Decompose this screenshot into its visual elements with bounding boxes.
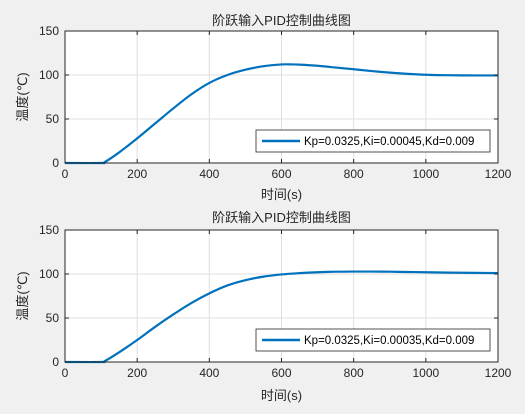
x-axis-label: 时间(s) bbox=[261, 388, 302, 403]
legend: Kp=0.0325,Ki=0.00035,Kd=0.009 bbox=[255, 328, 491, 352]
y-axis-label: 温度(℃) bbox=[15, 72, 30, 121]
x-tick-label: 600 bbox=[271, 167, 291, 181]
y-tick-label: 150 bbox=[39, 223, 59, 237]
y-tick-label: 100 bbox=[39, 267, 59, 281]
x-tick-label: 1000 bbox=[412, 366, 439, 380]
x-tick-label: 200 bbox=[127, 366, 147, 380]
y-tick-label: 0 bbox=[52, 355, 59, 369]
x-tick-label: 200 bbox=[127, 167, 147, 181]
y-axis-label: 温度(℃) bbox=[15, 271, 30, 320]
x-axis-label: 时间(s) bbox=[261, 187, 302, 202]
x-tick-label: 1200 bbox=[485, 366, 512, 380]
chart-title: 阶跃输入PID控制曲线图 bbox=[212, 210, 351, 225]
y-tick-label: 100 bbox=[39, 68, 59, 82]
legend: Kp=0.0325,Ki=0.00045,Kd=0.009 bbox=[255, 129, 491, 153]
y-tick-label: 150 bbox=[39, 24, 59, 38]
x-tick-label: 600 bbox=[271, 366, 291, 380]
series-line bbox=[64, 270, 499, 364]
x-tick-label: 0 bbox=[62, 167, 69, 181]
legend-box bbox=[255, 129, 491, 153]
series-line bbox=[64, 63, 499, 165]
x-tick-label: 800 bbox=[344, 366, 364, 380]
curve-group bbox=[64, 270, 499, 364]
x-tick-label: 400 bbox=[199, 167, 219, 181]
legend-entry: Kp=0.0325,Ki=0.00045,Kd=0.009 bbox=[304, 136, 474, 148]
legend-entry: Kp=0.0325,Ki=0.00035,Kd=0.009 bbox=[304, 335, 474, 347]
x-tick-label: 800 bbox=[344, 167, 364, 181]
curve-group bbox=[64, 63, 499, 165]
x-tick-label: 1000 bbox=[412, 167, 439, 181]
y-tick-label: 50 bbox=[46, 112, 60, 126]
y-tick-label: 0 bbox=[52, 156, 59, 170]
tick-marks: 0 200 400 600 800 1000 1200 0 50 100 150 bbox=[39, 24, 512, 181]
x-tick-label: 1200 bbox=[485, 167, 512, 181]
tick-marks: 0 200 400 600 800 1000 1200 0 50 100 150 bbox=[39, 223, 512, 380]
subplot-top: 0 200 400 600 800 1000 1200 0 50 100 150 阶跃输入PID控制… bbox=[15, 13, 512, 202]
y-tick-label: 50 bbox=[46, 311, 60, 325]
legend-box bbox=[255, 328, 491, 352]
subplot-bottom: 0 200 400 600 800 1000 1200 0 50 100 150 阶跃输入PID控制… bbox=[15, 210, 512, 403]
x-tick-label: 400 bbox=[199, 366, 219, 380]
x-tick-label: 0 bbox=[62, 366, 69, 380]
chart-title: 阶跃输入PID控制曲线图 bbox=[212, 13, 351, 28]
